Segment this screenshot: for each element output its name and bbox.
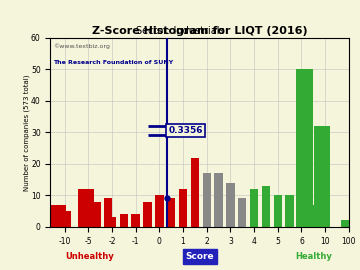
Bar xyxy=(262,186,270,227)
Bar xyxy=(303,208,311,227)
Bar xyxy=(143,202,152,227)
Bar xyxy=(167,198,175,227)
Text: Unhealthy: Unhealthy xyxy=(65,252,114,261)
Bar xyxy=(108,217,116,227)
Bar xyxy=(306,208,315,227)
Bar xyxy=(203,173,211,227)
Bar xyxy=(285,195,294,227)
Bar xyxy=(296,69,313,227)
Bar xyxy=(155,195,163,227)
Bar xyxy=(84,202,100,227)
Text: 0.3356: 0.3356 xyxy=(168,126,203,135)
Text: Healthy: Healthy xyxy=(295,252,332,261)
Bar xyxy=(104,198,112,227)
Bar xyxy=(238,198,246,227)
Text: Score: Score xyxy=(185,252,214,261)
Bar xyxy=(131,214,140,227)
Bar xyxy=(274,195,282,227)
Bar xyxy=(215,173,223,227)
Bar xyxy=(314,126,330,227)
Y-axis label: Number of companies (573 total): Number of companies (573 total) xyxy=(23,74,30,191)
Bar xyxy=(309,205,318,227)
Text: Sector: Industrials: Sector: Industrials xyxy=(136,26,224,36)
Bar xyxy=(191,157,199,227)
Bar xyxy=(226,183,235,227)
Bar xyxy=(78,189,94,227)
Bar xyxy=(120,214,128,227)
Bar xyxy=(179,189,187,227)
Text: The Research Foundation of SUNY: The Research Foundation of SUNY xyxy=(53,60,174,66)
Bar xyxy=(49,205,66,227)
Text: ©www.textbiz.org: ©www.textbiz.org xyxy=(53,43,110,49)
Title: Z-Score Histogram for LIQT (2016): Z-Score Histogram for LIQT (2016) xyxy=(92,26,307,36)
Bar xyxy=(54,211,71,227)
Bar xyxy=(341,221,357,227)
Bar xyxy=(250,189,258,227)
